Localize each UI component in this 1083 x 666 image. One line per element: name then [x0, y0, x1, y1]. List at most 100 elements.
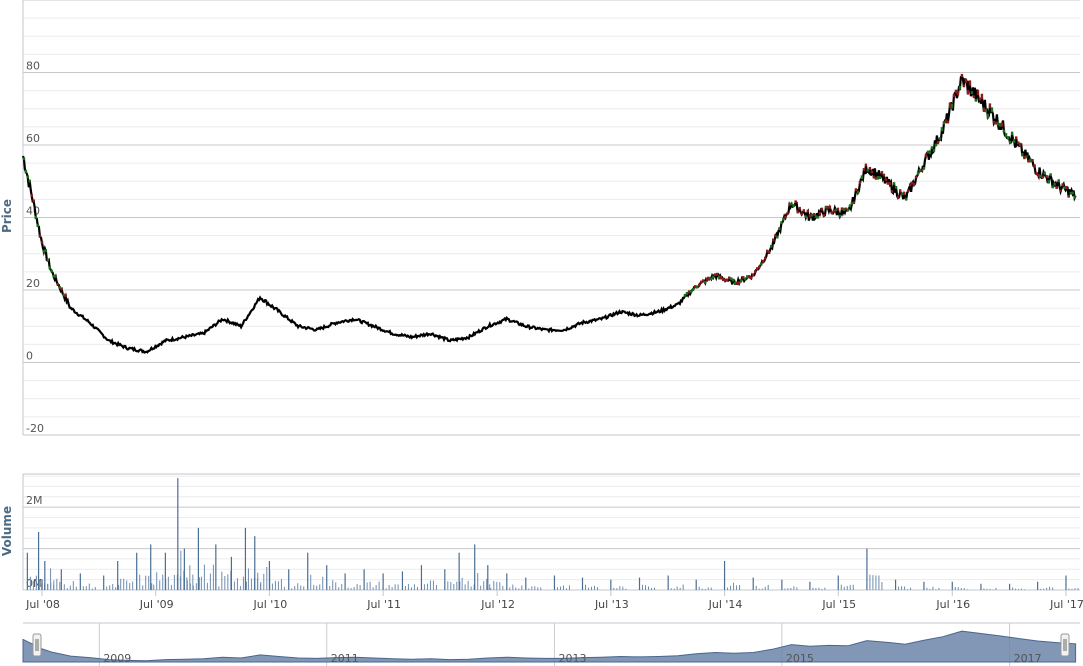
price-candle	[728, 276, 731, 280]
price-candle	[903, 192, 906, 196]
price-candle	[746, 275, 749, 279]
price-candle	[1012, 139, 1016, 143]
price-candle	[962, 84, 966, 88]
price-candle	[998, 123, 1002, 127]
volume-bar	[518, 588, 520, 590]
price-candle	[874, 176, 878, 180]
x-tick-label: Jul '09	[139, 598, 174, 611]
volume-bar	[153, 584, 155, 590]
price-candle	[726, 278, 729, 282]
volume-bar	[875, 575, 877, 590]
x-tick-label: Jul '10	[253, 598, 288, 611]
volume-bar	[781, 579, 783, 590]
price-series	[21, 73, 1077, 354]
price-candle	[982, 107, 986, 112]
volume-bar	[761, 588, 763, 590]
price-candle	[908, 183, 912, 187]
volume-bar	[894, 579, 897, 590]
volume-bar	[453, 583, 455, 590]
price-candle	[954, 89, 958, 94]
price-candle	[910, 181, 914, 185]
price-candle	[900, 192, 904, 196]
volume-bar	[156, 572, 158, 590]
volume-bar	[244, 527, 247, 590]
volume-bar	[307, 552, 309, 590]
volume-bar	[849, 584, 851, 590]
volume-bar	[310, 574, 312, 590]
price-candle	[1000, 122, 1004, 127]
x-tick-label: Jul '13	[594, 598, 629, 611]
volume-bar	[1018, 588, 1020, 590]
volume-bar	[271, 583, 273, 590]
price-candle	[720, 276, 723, 279]
price-candle	[782, 217, 785, 221]
price-candle	[978, 97, 982, 101]
volume-bar	[1052, 587, 1054, 590]
volume-bar	[565, 588, 567, 590]
volume-bar	[963, 588, 965, 590]
price-candle	[756, 267, 759, 270]
volume-bar	[499, 582, 501, 590]
price-candle	[906, 189, 910, 193]
price-candle	[714, 273, 717, 277]
price-candle	[38, 234, 42, 238]
price-candle	[1057, 179, 1060, 183]
volume-bar	[85, 586, 87, 590]
volume-bar	[195, 583, 197, 590]
price-candle	[806, 209, 810, 213]
volume-bar	[142, 585, 144, 590]
volume-bar	[767, 584, 769, 590]
volume-bar	[401, 571, 404, 590]
navigator-label: 2015	[786, 652, 814, 665]
price-candle	[26, 175, 30, 179]
price-candle	[1006, 136, 1010, 140]
volume-bar	[206, 582, 208, 590]
volume-bar	[1012, 587, 1014, 590]
price-candle	[700, 280, 703, 284]
volume-bar	[556, 587, 558, 590]
volume-bar	[869, 574, 871, 590]
price-candle	[832, 209, 836, 213]
price-tick-label: -20	[26, 422, 44, 435]
volume-bar	[537, 587, 539, 590]
price-candle	[718, 275, 721, 279]
volume-bar	[730, 585, 732, 590]
volume-bar	[139, 574, 141, 590]
volume-bar	[512, 584, 514, 590]
navigator-right-handle[interactable]	[1060, 633, 1070, 657]
price-candle	[836, 207, 840, 211]
volume-bar	[35, 575, 37, 590]
volume-bar	[483, 581, 485, 590]
volume-bar	[673, 588, 675, 590]
volume-bar	[66, 588, 68, 590]
volume-bar	[960, 587, 962, 590]
price-candle	[48, 266, 51, 270]
volume-bar	[167, 576, 169, 590]
navigator[interactable]: 2009 2011 2013 2015 2017	[22, 622, 1080, 666]
volume-bar	[118, 584, 120, 590]
price-candle	[938, 137, 942, 140]
price-candle	[687, 290, 691, 294]
volume-bar	[616, 588, 618, 590]
price-candle	[842, 208, 846, 211]
price-candle	[786, 212, 789, 215]
price-candle	[892, 182, 896, 185]
price-candle	[914, 175, 918, 179]
volume-bar	[189, 565, 191, 590]
volume-bar	[38, 580, 40, 590]
volume-bar	[397, 584, 399, 590]
price-candle	[784, 215, 787, 219]
price-candle	[854, 188, 858, 192]
price-candle	[1045, 175, 1048, 178]
price-candle	[790, 202, 793, 206]
price-candle	[1067, 194, 1070, 198]
volume-bar	[593, 585, 595, 590]
navigator-left-handle[interactable]	[32, 633, 42, 657]
price-candle	[986, 113, 990, 119]
volume-bar	[413, 584, 415, 590]
price-candle	[1043, 171, 1046, 175]
volume-bar	[496, 581, 498, 590]
price-candle	[788, 202, 791, 206]
volume-bar	[651, 587, 653, 590]
